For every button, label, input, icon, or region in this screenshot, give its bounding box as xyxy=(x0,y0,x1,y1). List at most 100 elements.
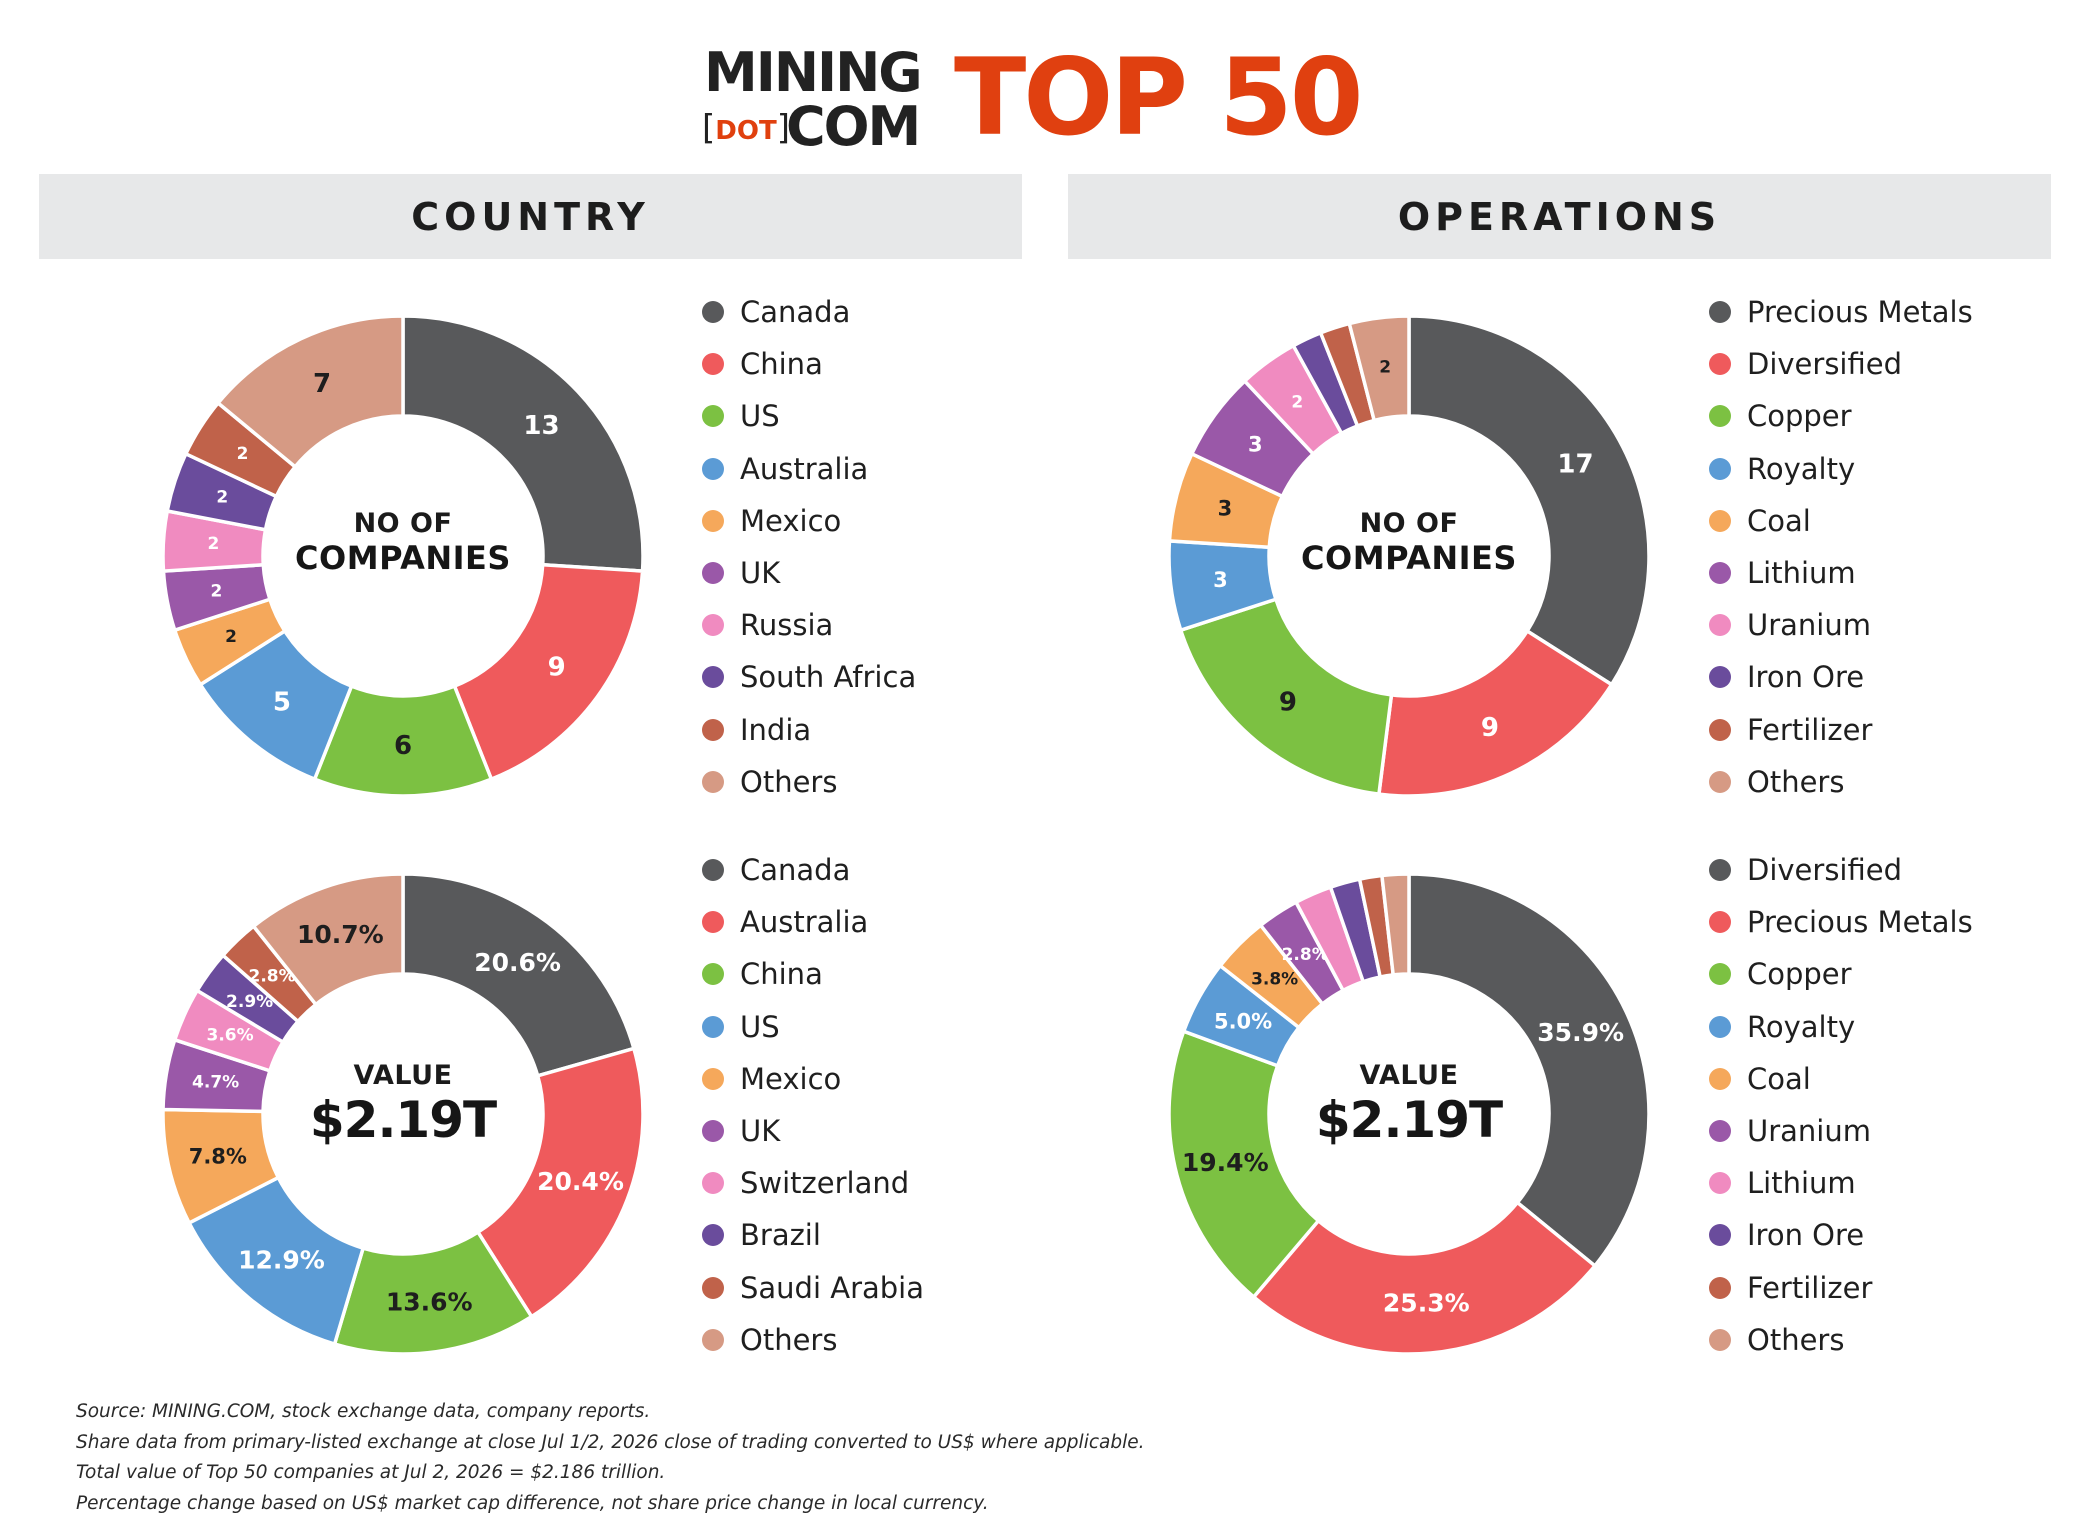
center-label-bottom: COMPANIES xyxy=(295,539,511,577)
legend-label: Royalty xyxy=(1747,451,1856,486)
slice-precious-metals xyxy=(1407,314,1651,688)
slice-china xyxy=(452,562,645,782)
operations-value-center-label: VALUE $2.19T xyxy=(1269,1060,1549,1149)
legend-swatch xyxy=(1709,718,1731,741)
legend-item-coal: Coal xyxy=(1709,495,1973,547)
legend-swatch xyxy=(702,718,724,741)
operations-value-legend: Diversified Precious Metals Copper Royalty C… xyxy=(1709,844,1973,1366)
legend-item-iron-ore: Iron Ore xyxy=(1709,1209,1973,1261)
slice-label-china: 9 xyxy=(548,653,566,683)
slice-label-us: 12.9% xyxy=(238,1246,325,1275)
legend-swatch xyxy=(1709,1067,1731,1090)
slice-label-coal: 3 xyxy=(1218,497,1233,521)
legend-swatch xyxy=(702,1067,724,1090)
slice-label-others: 10.7% xyxy=(297,920,384,949)
slice-label-saudi-arabia: 2.8% xyxy=(248,966,295,986)
legend-label: Canada xyxy=(740,853,851,888)
legend-swatch xyxy=(1709,1328,1731,1351)
legend-swatch xyxy=(1709,963,1731,986)
legend-item-china: China xyxy=(702,948,924,1000)
legend-item-mexico: Mexico xyxy=(702,495,916,547)
slice-canada xyxy=(401,872,637,1078)
legend-label: Copper xyxy=(1747,399,1852,434)
center-label-total: $2.19T xyxy=(309,1091,497,1149)
logo-com-text: COM xyxy=(786,95,921,158)
legend-swatch xyxy=(702,457,724,480)
country-value-center-label: VALUE $2.19T xyxy=(263,1060,543,1149)
slice-copper xyxy=(1178,597,1394,797)
slice-label-brazil: 2.9% xyxy=(226,992,273,1012)
legend-label: Lithium xyxy=(1747,556,1856,591)
legend-item-us: US xyxy=(702,390,916,442)
legend-label: South Africa xyxy=(740,660,917,695)
legend-label: China xyxy=(740,957,823,992)
legend-swatch xyxy=(1709,1276,1731,1299)
legend-swatch xyxy=(1709,457,1731,480)
footnote-share-data: Share data from primary-listed exchange … xyxy=(76,1431,1145,1453)
slice-label-diversified: 9 xyxy=(1481,713,1499,743)
footnote-percentage: Percentage change based on US$ market ca… xyxy=(76,1492,989,1514)
footnotes: Source: MINING.COM, stock exchange data,… xyxy=(76,1397,1576,1519)
slice-label-coal: 3.8% xyxy=(1251,970,1298,990)
logo-mining-text: MINING xyxy=(704,41,923,104)
legend-item-saudi-arabia: Saudi Arabia xyxy=(702,1262,924,1314)
slice-australia xyxy=(475,1046,645,1320)
slice-copper xyxy=(1167,1029,1321,1300)
legend-label: Australia xyxy=(740,451,869,486)
legend-swatch xyxy=(1709,509,1731,532)
country-panel-header: COUNTRY xyxy=(39,174,1022,259)
slice-label-south-africa: 2 xyxy=(216,487,228,507)
legend-item-uk: UK xyxy=(702,547,916,599)
footnote-source: Source: MINING.COM, stock exchange data,… xyxy=(76,1401,651,1422)
legend-swatch xyxy=(1709,1224,1731,1247)
logo-dot-text: DOT xyxy=(715,116,777,146)
legend-label: Diversified xyxy=(1747,853,1902,888)
legend-item-uk: UK xyxy=(702,1105,924,1157)
legend-label: Precious Metals xyxy=(1747,295,1973,330)
legend-label: Iron Ore xyxy=(1747,660,1865,695)
legend-label: Diversified xyxy=(1747,347,1902,382)
legend-swatch xyxy=(1709,859,1731,882)
slice-label-india: 2 xyxy=(237,444,249,464)
slice-others xyxy=(1379,872,1411,977)
slice-label-uranium: 2 xyxy=(1291,392,1303,412)
slice-label-royalty: 5.0% xyxy=(1214,1009,1272,1033)
legend-label: UK xyxy=(740,556,781,591)
slice-precious-metals xyxy=(1251,1200,1598,1356)
slice-label-uk: 4.7% xyxy=(192,1073,239,1093)
legend-label: US xyxy=(740,399,780,434)
legend-item-others: Others xyxy=(1709,1314,1973,1366)
legend-swatch xyxy=(1709,614,1731,637)
logo-dot-bracket: [DOT] xyxy=(702,108,790,148)
legend-item-copper: Copper xyxy=(1709,390,1973,442)
legend-swatch xyxy=(1709,1120,1731,1143)
legend-label: Uranium xyxy=(1747,1114,1871,1149)
legend-label: Royalty xyxy=(1747,1009,1856,1044)
slice-label-diversified: 35.9% xyxy=(1537,1018,1624,1047)
legend-label: Brazil xyxy=(740,1218,821,1253)
legend-swatch xyxy=(702,911,724,934)
legend-label: Others xyxy=(740,764,838,799)
legend-item-iron-ore: Iron Ore xyxy=(1709,651,1973,703)
slice-label-russia: 2 xyxy=(207,534,219,554)
legend-label: US xyxy=(740,1009,780,1044)
legend-item-fertilizer: Fertilizer xyxy=(1709,1262,1973,1314)
legend-label: Australia xyxy=(740,905,869,940)
legend-label: Precious Metals xyxy=(1747,905,1973,940)
legend-item-diversified: Diversified xyxy=(1709,844,1973,896)
center-label-top: NO OF xyxy=(1359,508,1459,539)
legend-item-uranium: Uranium xyxy=(1709,1105,1973,1157)
legend-swatch xyxy=(1709,405,1731,428)
operations-count-center-label: NO OF COMPANIES xyxy=(1269,508,1549,577)
legend-label: Iron Ore xyxy=(1747,1218,1865,1253)
slice-label-us: 6 xyxy=(394,731,412,761)
legend-item-others: Others xyxy=(702,1314,924,1366)
slice-label-mexico: 7.8% xyxy=(189,1145,247,1169)
footnote-total-value: Total value of Top 50 companies at Jul 2… xyxy=(76,1462,666,1483)
legend-item-mexico: Mexico xyxy=(702,1053,924,1105)
legend-swatch xyxy=(1709,562,1731,585)
slice-label-copper: 19.4% xyxy=(1182,1148,1269,1177)
legend-label: Coal xyxy=(1747,1061,1811,1096)
slice-label-switzerland: 3.6% xyxy=(207,1025,254,1045)
legend-swatch xyxy=(1709,770,1731,793)
